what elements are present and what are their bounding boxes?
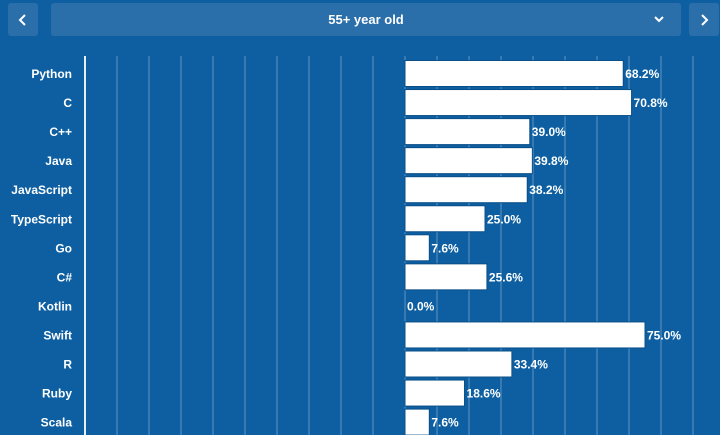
- value-label: 39.8%: [534, 154, 568, 168]
- bar-c: [404, 89, 633, 117]
- bar-javascript: [404, 176, 528, 204]
- category-label: TypeScript: [11, 212, 72, 226]
- category-label: R: [63, 358, 72, 372]
- category-label: Scala: [41, 416, 73, 430]
- value-label: 68.2%: [625, 67, 659, 81]
- category-label: C++: [49, 125, 72, 139]
- chevron-down-icon: [654, 16, 664, 23]
- bar-ruby: [404, 379, 466, 407]
- category-label: Go: [55, 241, 72, 255]
- prev-group-button[interactable]: [8, 3, 38, 36]
- value-label: 25.6%: [489, 270, 523, 284]
- age-group-dropdown[interactable]: 55+ year old: [51, 3, 681, 36]
- bar-java: [404, 147, 533, 175]
- language-usage-bar-chart: Python 68.2% C 70.8% C++ 39.0% Java 39.8% JavaSc…: [11, 56, 694, 435]
- category-label: C#: [57, 270, 73, 284]
- value-label: 7.6%: [431, 241, 459, 255]
- top-bar: 55+ year old: [0, 0, 720, 48]
- bar-c-: [404, 263, 488, 291]
- bars: [404, 60, 646, 435]
- value-label: 25.0%: [487, 212, 521, 226]
- labels: Python 68.2% C 70.8% C++ 39.0% Java 39.8% JavaSc…: [11, 67, 681, 430]
- bar-r: [404, 350, 513, 378]
- category-label: Python: [31, 67, 72, 81]
- category-label: JavaScript: [11, 183, 72, 197]
- category-label: Java: [45, 154, 72, 168]
- bar-c-: [404, 118, 531, 146]
- value-label: 0.0%: [407, 299, 435, 313]
- value-label: 70.8%: [634, 96, 668, 110]
- bar-typescript: [404, 205, 486, 233]
- category-label: C: [63, 96, 72, 110]
- value-label: 38.2%: [529, 183, 563, 197]
- value-label: 18.6%: [467, 387, 501, 401]
- value-label: 7.6%: [431, 416, 459, 430]
- next-group-button[interactable]: [689, 3, 719, 36]
- value-label: 33.4%: [514, 358, 548, 372]
- chevron-left-icon: [18, 13, 26, 26]
- bar-scala: [404, 408, 430, 435]
- chevron-right-icon: [701, 13, 709, 26]
- bar-swift: [404, 321, 646, 349]
- bar-go: [404, 234, 430, 262]
- value-label: 75.0%: [647, 328, 681, 342]
- category-label: Ruby: [42, 387, 72, 401]
- category-label: Kotlin: [38, 299, 72, 313]
- value-label: 39.0%: [532, 125, 566, 139]
- bar-python: [404, 60, 624, 87]
- dropdown-selected-value: 55+ year old: [328, 12, 404, 27]
- category-label: Swift: [43, 328, 72, 342]
